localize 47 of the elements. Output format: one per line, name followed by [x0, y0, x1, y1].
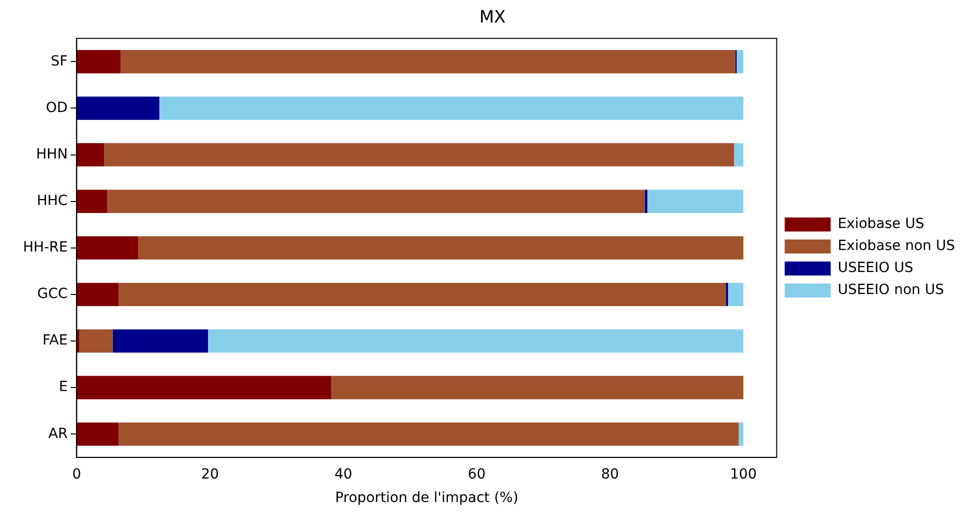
bar [112, 329, 208, 353]
bar [159, 96, 744, 120]
bar [76, 96, 160, 120]
bar [647, 190, 744, 213]
bar [331, 376, 744, 400]
x-axis-title: Proportion de l'impact (%) [335, 490, 518, 506]
legend-label: USEEIO US [838, 260, 914, 276]
bar [76, 236, 138, 260]
bar [120, 50, 736, 74]
y-tick-label: HHC [36, 192, 68, 209]
bar [118, 282, 726, 306]
bar [76, 50, 121, 74]
bar [208, 329, 744, 353]
x-tick-label: 0 [72, 466, 82, 482]
bar [728, 282, 744, 306]
y-tick-label: GCC [37, 286, 68, 302]
bar [76, 190, 108, 213]
bar [107, 190, 645, 213]
x-tick-label: 60 [468, 466, 486, 482]
bar [138, 236, 744, 260]
y-tick-label: SF [50, 53, 68, 70]
x-tick-label: 80 [601, 466, 619, 482]
bar [76, 282, 119, 306]
x-tick-label: 20 [201, 466, 219, 482]
bar [76, 422, 119, 446]
y-tick-label: FAE [42, 332, 68, 349]
legend-label: USEEIO non US [838, 282, 944, 298]
x-tick-label: 100 [730, 466, 757, 482]
y-tick-label: HHN [36, 146, 68, 162]
y-tick-label: E [58, 379, 68, 396]
x-tick-label: 40 [334, 466, 352, 482]
bar [738, 422, 744, 446]
legend-label: Exiobase non US [838, 238, 956, 254]
bar [104, 143, 734, 166]
bar [644, 190, 648, 213]
bar [118, 422, 739, 446]
y-tick-label: HH-RE [22, 240, 68, 256]
bar [736, 50, 744, 74]
bar [76, 329, 80, 353]
legend-label: Exiobase US [838, 216, 924, 232]
bar [76, 143, 104, 166]
bar [79, 329, 113, 353]
bar [734, 143, 744, 166]
bar [76, 376, 332, 400]
y-tick-label: AR [48, 426, 68, 442]
chart-title: MX [479, 8, 506, 28]
y-tick-label: OD [46, 100, 68, 116]
